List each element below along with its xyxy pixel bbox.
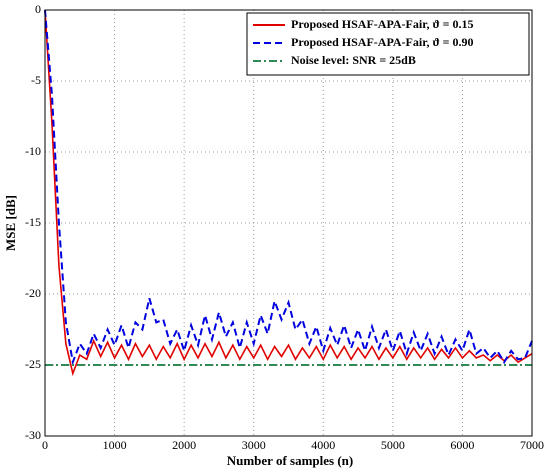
- legend-label: Proposed HSAF-APA-Fair, ϑ = 0.90: [291, 35, 473, 49]
- x-tick-label: 6000: [450, 438, 474, 452]
- y-tick-label: -10: [25, 144, 41, 158]
- x-tick-label: 2000: [172, 438, 196, 452]
- y-tick-label: 0: [35, 2, 41, 16]
- y-tick-label: -20: [25, 286, 41, 300]
- plot-frame: [44, 9, 533, 437]
- y-tick-label: -25: [25, 357, 41, 371]
- x-tick-label: 5000: [381, 438, 405, 452]
- legend-label: Noise level: SNR = 25dB: [291, 53, 416, 67]
- legend-label: Proposed HSAF-APA-Fair, ϑ = 0.15: [291, 17, 473, 31]
- x-axis-label: Number of samples (n): [227, 453, 354, 468]
- x-tick-label: 7000: [520, 438, 544, 452]
- legend-box: [246, 12, 530, 76]
- y-tick-label: -5: [31, 73, 41, 87]
- y-tick-label: -15: [25, 215, 41, 229]
- x-tick-label: 4000: [311, 438, 335, 452]
- data-line: [44, 9, 533, 377]
- x-tick-label: 1000: [103, 438, 127, 452]
- data-line: [44, 9, 533, 366]
- y-axis-label: MSE [dB]: [3, 195, 18, 251]
- y-tick-label: -30: [25, 428, 41, 442]
- x-tick-label: 3000: [242, 438, 266, 452]
- x-tick-label: 0: [42, 438, 48, 452]
